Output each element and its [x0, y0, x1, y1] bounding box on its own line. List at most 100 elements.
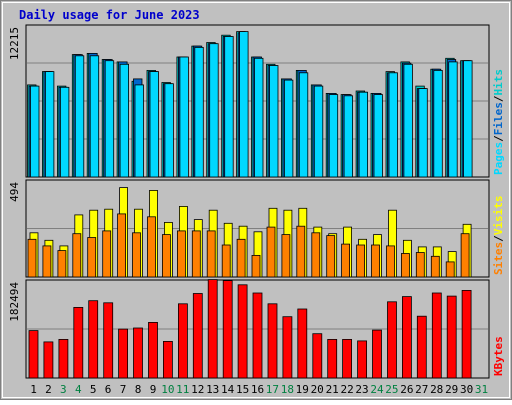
legend: KBytes	[492, 336, 505, 376]
legend-separator: /	[492, 95, 505, 102]
kbytes-bar	[133, 327, 143, 379]
legend-entry: Hits	[492, 69, 505, 96]
sites-bar	[460, 233, 470, 278]
day-label: 26	[400, 383, 413, 396]
kbytes-bar	[387, 301, 397, 379]
day-label: 27	[415, 383, 428, 396]
pages-bar	[283, 79, 294, 178]
pages-bar	[149, 71, 159, 178]
day-label: 21	[326, 383, 339, 396]
legend-entry: Sites	[492, 242, 505, 275]
pages-bar	[388, 72, 398, 178]
pages-bar	[134, 84, 144, 178]
legend-entry: Pages	[492, 142, 505, 175]
legend-entry: KBytes	[492, 336, 505, 376]
pages-bar	[179, 56, 189, 178]
y-max-label: 494	[8, 182, 21, 202]
legend: Pages/Files/Hits	[492, 69, 505, 175]
pages-bar	[30, 85, 40, 178]
day-label: 24	[370, 383, 384, 396]
sites-bar	[117, 213, 126, 278]
kbytes-bar	[58, 338, 69, 379]
sites-bar	[176, 230, 186, 278]
sites-bar	[266, 226, 276, 278]
sites-bar	[430, 255, 440, 278]
kbytes-bar	[372, 329, 382, 379]
legend-separator: /	[492, 235, 505, 242]
day-label: 31	[475, 383, 488, 396]
pages-bar	[209, 43, 219, 178]
kbytes-bar	[252, 292, 263, 379]
kbytes-bar	[177, 303, 188, 379]
day-label: 12	[191, 383, 204, 396]
pages-bar	[298, 72, 309, 178]
sites-bar	[206, 230, 216, 278]
visits-sites-panel: 494 Sites/Visits	[8, 179, 505, 278]
pages-bar	[164, 83, 174, 178]
day-label: 29	[445, 383, 458, 396]
day-label: 3	[60, 383, 67, 396]
pages-bar	[269, 65, 279, 178]
pages-bar	[60, 86, 70, 178]
day-label: 17	[266, 383, 279, 396]
day-label: 2	[45, 383, 52, 396]
kbytes-bar	[148, 321, 158, 379]
sites-bar	[236, 238, 246, 278]
day-label: 11	[176, 383, 189, 396]
kbytes-bar	[103, 302, 114, 379]
day-label: 20	[311, 383, 324, 396]
pages-bar	[403, 63, 413, 178]
kbytes-bar	[327, 338, 338, 379]
day-label: 30	[460, 383, 473, 396]
sites-bar	[87, 237, 97, 278]
day-label: 9	[150, 383, 157, 396]
sites-bar	[221, 244, 231, 278]
day-label: 4	[75, 383, 82, 396]
legend: Sites/Visits	[492, 196, 505, 276]
day-label: 28	[430, 383, 443, 396]
legend-entry: Visits	[492, 196, 505, 236]
day-label: 22	[340, 383, 353, 396]
day-label: 1	[30, 383, 37, 396]
day-label: 18	[281, 383, 294, 396]
kbytes-bar	[192, 293, 203, 379]
kbytes-bar	[461, 289, 472, 379]
pages-bar	[74, 55, 85, 178]
kbytes-bar	[312, 333, 323, 379]
day-label: 14	[221, 383, 235, 396]
kbytes-bar	[222, 280, 233, 379]
sites-bar	[356, 244, 366, 278]
kbytes-bar	[207, 279, 218, 379]
sites-bar	[445, 261, 455, 278]
sites-bar	[341, 243, 351, 278]
kbytes-bar	[267, 303, 278, 379]
pages-bar	[104, 60, 115, 178]
sites-bar	[371, 244, 380, 278]
sites-bar	[27, 238, 37, 278]
sites-bar	[191, 230, 201, 278]
sites-bar	[281, 234, 291, 278]
day-label: 19	[296, 383, 309, 396]
pages-bar	[224, 36, 234, 178]
kbytes-bar	[43, 341, 54, 379]
chart-frame-inner	[2, 2, 510, 398]
pages-bar	[254, 57, 264, 178]
kbytes-bar	[431, 292, 442, 379]
kbytes-bar	[73, 306, 84, 379]
sites-bar	[386, 245, 395, 278]
pages-bar	[373, 94, 383, 178]
kbytes-bar	[401, 296, 412, 379]
day-label: 10	[161, 383, 174, 396]
legend-separator: /	[492, 135, 505, 142]
kbytes-bar	[446, 295, 457, 379]
kbytes-bar	[118, 328, 128, 379]
kbytes-bar	[282, 316, 293, 379]
sites-bar	[72, 233, 82, 278]
sites-bar	[132, 232, 141, 278]
pages-bar	[433, 70, 443, 178]
day-label: 7	[120, 383, 127, 396]
day-label: 5	[90, 383, 97, 396]
